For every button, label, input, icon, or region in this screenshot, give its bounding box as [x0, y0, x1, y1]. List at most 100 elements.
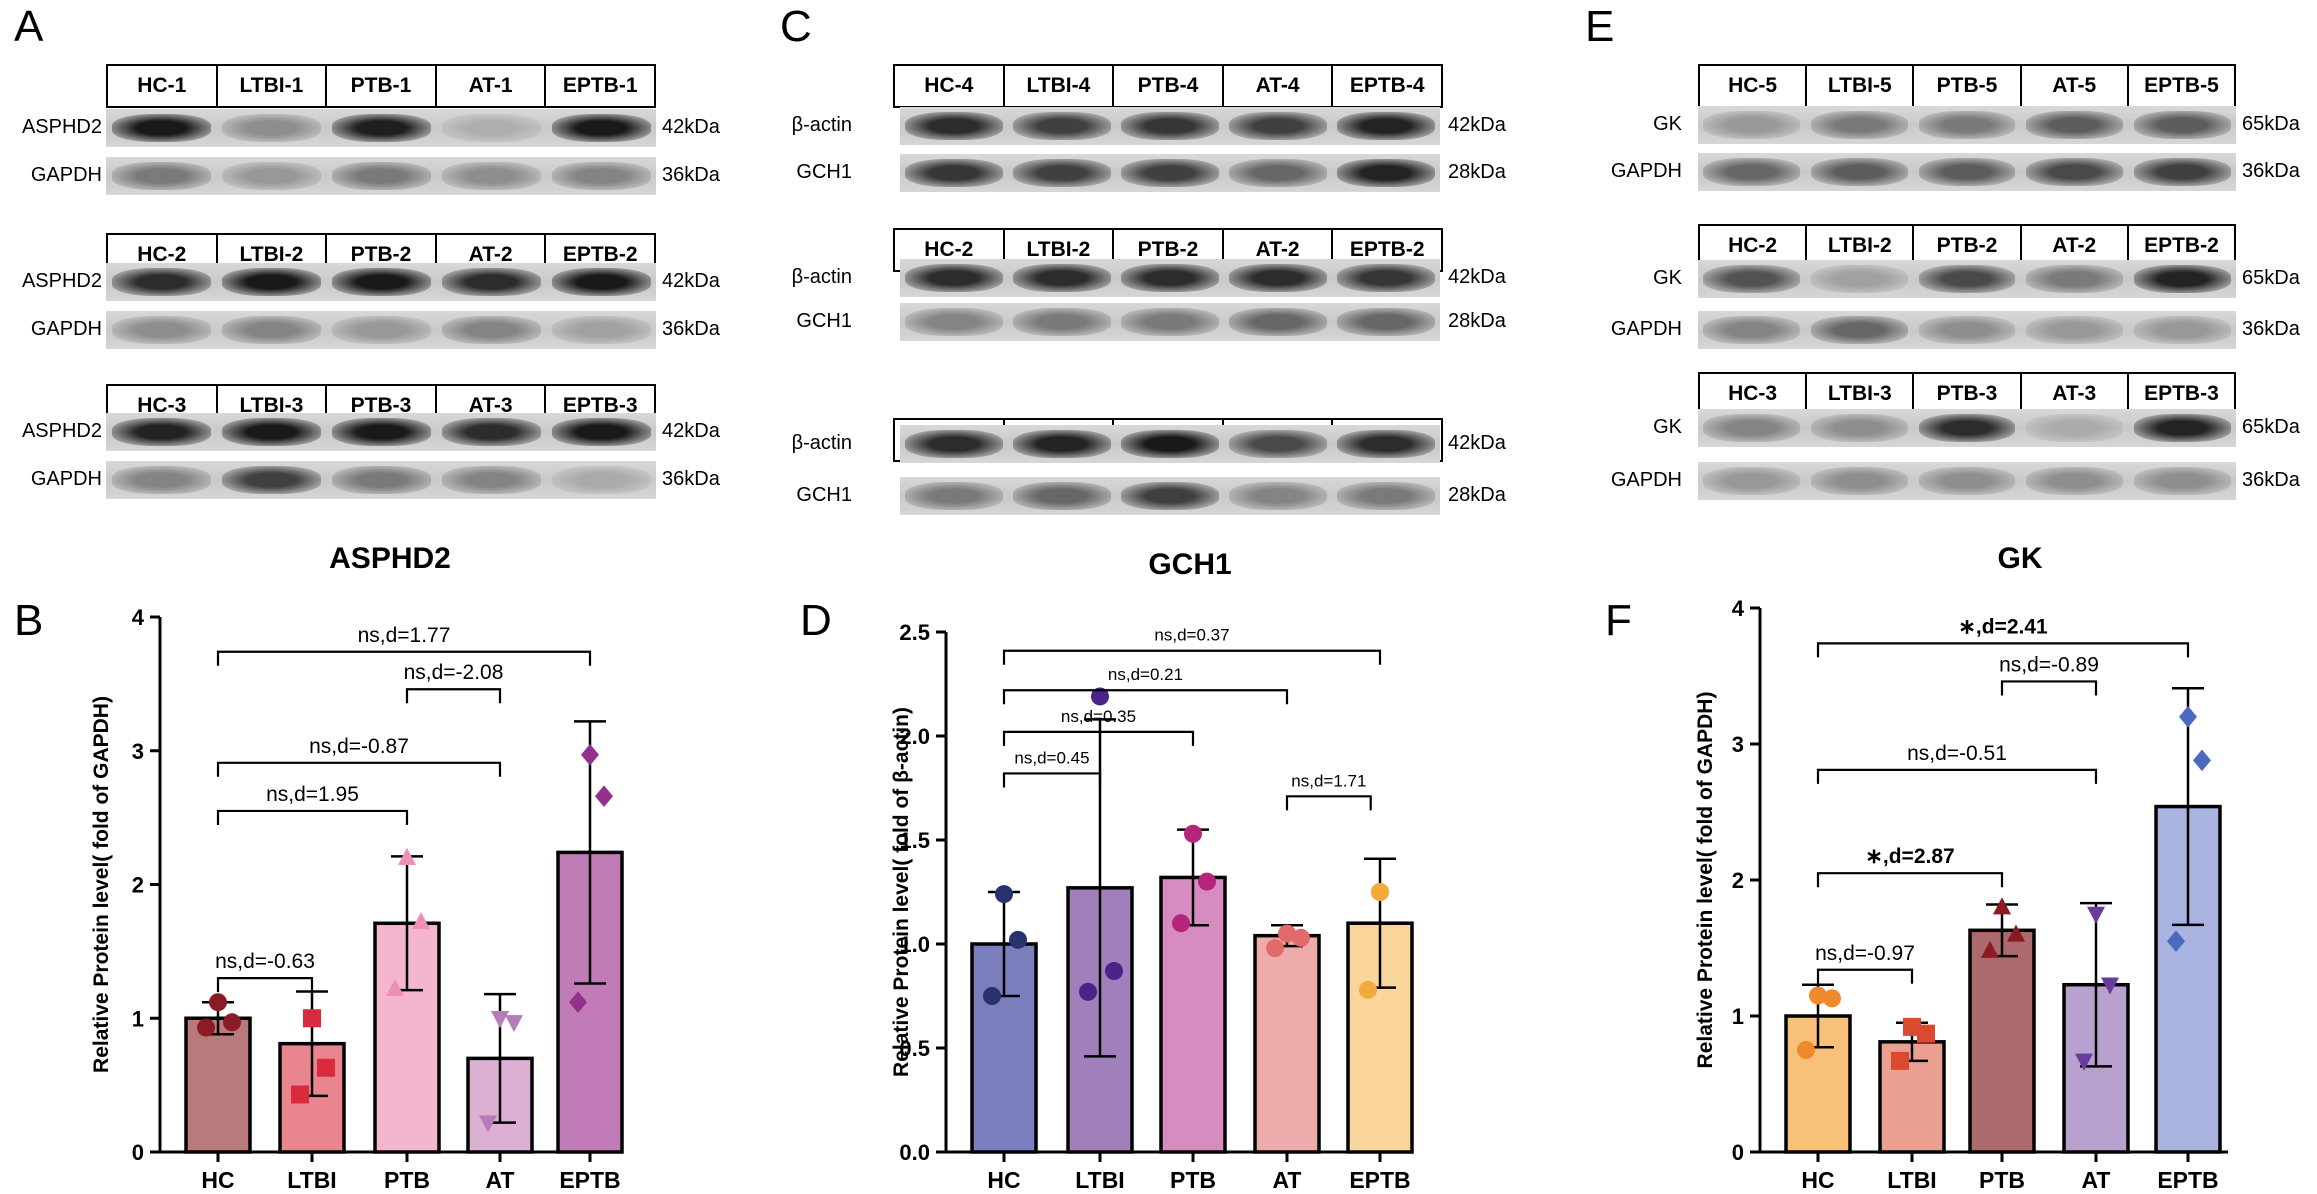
x-tick-label: EPTB: [2157, 1167, 2218, 1193]
y-tick-label: 2: [1732, 868, 1744, 893]
blot-size-label: 42kDa: [1448, 114, 1506, 136]
blot-lane-label: AT-4: [1224, 66, 1334, 106]
significance-label: ns,d=-0.63: [215, 950, 315, 973]
chart-gk: Relative Protein level( fold of GAPDH) 0 1…: [1694, 596, 2228, 1193]
significance-label: ns,d=0.35: [1061, 707, 1136, 726]
blot-lane-label: LTBI-1: [218, 66, 328, 106]
blot-lane-label: EPTB-2: [1349, 238, 1425, 261]
blot-band: [441, 417, 541, 447]
x-tick-label: HC: [201, 1167, 234, 1193]
y-tick-label: 3: [1732, 732, 1744, 757]
significance-bracket: [1816, 768, 2098, 784]
significance-bracket: [2000, 680, 2098, 696]
panel-letter-d: D: [800, 596, 832, 645]
blot-band: [221, 417, 321, 447]
blot-lane-label: AT-2: [1224, 230, 1334, 270]
blot-band: [1703, 157, 1801, 187]
blot-band: [1013, 481, 1111, 511]
data-point: [479, 1115, 497, 1133]
significance-label: ns,d=-0.97: [1815, 942, 1915, 965]
blot-lane-label: LTBI-4: [1005, 66, 1115, 106]
data-point: [1359, 980, 1377, 999]
blot-band: [2133, 315, 2231, 345]
significance-bracket: [1816, 872, 2004, 888]
blot-band: [1229, 263, 1327, 293]
panel-letter-f: F: [1605, 596, 1632, 645]
x-tick-label: AT: [486, 1167, 515, 1193]
data-point: [1809, 986, 1827, 1005]
y-tick-label: 0: [132, 1140, 144, 1165]
data-point: [491, 1011, 509, 1029]
blot-band: [1918, 157, 2016, 187]
blot-band: [905, 158, 1003, 188]
blot-band: [551, 161, 651, 191]
blot-band: [1810, 157, 1908, 187]
blot-lane-label: EPTB-1: [562, 74, 638, 97]
blot-strip: [1698, 260, 2236, 298]
blot-band: [1703, 315, 1801, 345]
y-axis-label: Relative Protein level( fold of GAPDH): [1694, 692, 1717, 1069]
blot-size-label: 36kDa: [662, 318, 720, 340]
blot-protein-label: GK: [1653, 113, 1682, 135]
blot-band: [111, 113, 211, 143]
blot-protein-label: GAPDH: [1610, 469, 1682, 491]
blot-band: [2026, 315, 2123, 345]
blot-lane-label: EPTB-2: [562, 243, 638, 266]
blot-band: [441, 113, 541, 143]
blot-band: [221, 113, 321, 143]
blot-band: [331, 267, 431, 297]
significance-bracket: [1816, 968, 1914, 984]
y-tick-label: 2.0: [899, 724, 930, 749]
blot-size-label: 65kDa: [2242, 416, 2300, 438]
blot-protein-label: ASPHD2: [21, 116, 102, 138]
blot-header-e-1: HC-5 LTBI-5 PTB-5 AT-5 EPTB-5: [1698, 64, 2236, 108]
blot-band: [1918, 110, 2016, 140]
panel-letter-b: B: [14, 596, 44, 645]
blot-band: [111, 161, 211, 191]
data-point: [412, 912, 430, 930]
data-point: [2101, 977, 2119, 995]
blot-band: [905, 481, 1003, 511]
data-point: [386, 978, 404, 997]
blot-band: [1337, 111, 1435, 141]
blot-band: [1810, 110, 1908, 140]
data-point: [2193, 749, 2211, 772]
blot-band: [551, 315, 651, 345]
blot-size-label: 36kDa: [662, 468, 720, 490]
blot-lane-label: AT-3: [437, 386, 547, 426]
blot-band: [1918, 413, 2016, 443]
significance-label: ∗,d=2.87: [1865, 845, 1954, 868]
x-tick-label: LTBI: [1075, 1167, 1124, 1193]
blot-lane-label: LTBI-3: [1807, 374, 1915, 414]
blot-protein-label: GCH1: [796, 310, 852, 332]
blot-band: [905, 307, 1003, 337]
data-point: [505, 1015, 523, 1033]
blot-lane-label: PTB-2: [1114, 230, 1224, 270]
blot-size-label: 36kDa: [2242, 469, 2300, 491]
blot-strip: [106, 263, 656, 301]
data-point: [1198, 872, 1216, 891]
blot-band: [1121, 263, 1219, 293]
blot-band: [1013, 111, 1111, 141]
data-point: [2167, 930, 2185, 952]
blot-band: [1013, 429, 1111, 459]
blot-band: [331, 315, 431, 345]
blot-protein-label: GAPDH: [1610, 160, 1682, 182]
data-point: [2007, 924, 2025, 942]
blot-band: [1337, 481, 1435, 511]
blot-band: [441, 267, 541, 297]
blot-band: [1229, 307, 1327, 337]
blot-size-label: 36kDa: [2242, 160, 2300, 182]
data-point: [209, 993, 227, 1012]
blot-band: [905, 429, 1003, 459]
blot-lane-label: PTB-2: [1914, 226, 2022, 266]
blot-band: [1810, 413, 1908, 443]
data-point: [291, 1085, 309, 1104]
y-axis-label: Relative Protein level( fold of GAPDH): [90, 696, 113, 1073]
blot-size-label: 42kDa: [1448, 266, 1506, 288]
significance-label: ns,d=0.37: [1154, 626, 1229, 645]
blot-band: [551, 417, 651, 447]
blot-band: [1918, 264, 2016, 294]
blot-strip: [1698, 409, 2236, 447]
